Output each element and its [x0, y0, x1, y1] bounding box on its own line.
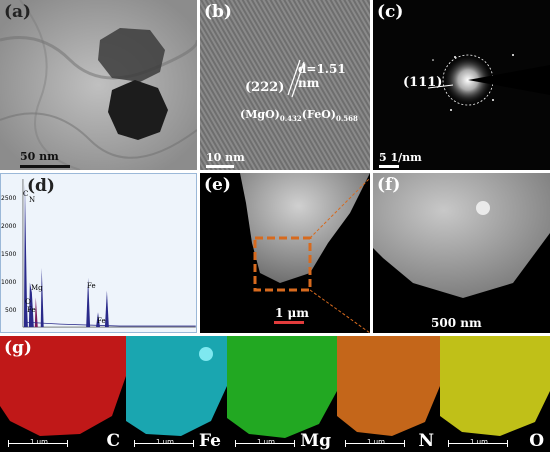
map-element-label: C — [106, 431, 120, 451]
formula-prefix: (MgO) — [240, 108, 280, 121]
tem-particles — [0, 0, 197, 170]
d-spacing-label: d=1.51 nm — [298, 62, 346, 90]
map-shape — [337, 336, 440, 436]
haadf-particle — [240, 173, 370, 333]
tick-label: 1000 — [1, 279, 17, 286]
map-shape — [126, 336, 227, 436]
map-element-label: O — [529, 431, 544, 451]
panel-c-scale-label: 5 1/nm — [379, 151, 422, 164]
tick-label: 2500 — [1, 195, 17, 202]
map-element-label: Fe — [199, 431, 221, 451]
panel-e-scale-bar — [274, 321, 304, 324]
panel-d-eds-spectrum: (d) 2500 2000 1500 1000 500 C N O Mg Fe … — [0, 173, 197, 333]
map-scale-label: 1 um — [257, 438, 275, 446]
panel-d-label: (d) — [27, 176, 55, 196]
eds-peaks — [22, 178, 196, 328]
panel-a-tem-image: (a) 50 nm — [0, 0, 197, 170]
panel-f-haadf-zoom: (f) 500 nm — [373, 173, 550, 333]
ring-label: (111) — [403, 75, 443, 90]
formula-sub2: 0.568 — [335, 114, 358, 124]
map-tile: 1 um O — [440, 336, 550, 452]
tick-label: 2000 — [1, 223, 17, 230]
panel-e-label: (e) — [204, 175, 231, 195]
map-tile: 1 um N — [337, 336, 440, 452]
map-region — [440, 336, 550, 436]
lattice-fringes — [200, 0, 370, 170]
diffraction-ring — [427, 54, 550, 111]
map-shape — [0, 336, 126, 436]
map-region — [0, 336, 126, 436]
map-region — [227, 336, 337, 438]
formula-label: (MgO)0.432(FeO)0.568 — [240, 108, 358, 123]
panel-a-scale-bar — [20, 165, 70, 168]
map-scale-bar — [8, 440, 68, 447]
map-element-label: Mg — [300, 431, 331, 451]
panel-b-label: (b) — [204, 2, 232, 22]
panel-e-scale-label: 1 μm — [275, 306, 310, 320]
formula-mid: (FeO) — [301, 108, 336, 121]
map-shape — [227, 336, 337, 438]
map-scale-label: 1 um — [30, 438, 48, 446]
map-scale-label: 1 um — [367, 438, 385, 446]
panel-b-scale-label: 10 nm — [206, 151, 245, 164]
map-scale-bar — [134, 440, 194, 447]
panel-c-saed-pattern: (c) (111) 5 1/nm — [373, 0, 550, 170]
map-scale-bar — [345, 440, 405, 447]
map-region — [126, 336, 227, 436]
map-element-label: N — [418, 431, 434, 451]
peak-label-fe2: Fe — [97, 317, 106, 325]
peak-label-o: O — [25, 298, 31, 306]
panel-f-label: (f) — [377, 175, 401, 195]
map-region — [337, 336, 440, 436]
map-scale-bar — [235, 440, 295, 447]
peak-label-fe-low: Fe — [27, 306, 36, 314]
map-tile: 1 um Mg — [227, 336, 337, 452]
map-scale-bar — [448, 440, 508, 447]
map-scale-label: 1 um — [470, 438, 488, 446]
panel-a-scale-label: 50 nm — [20, 150, 59, 163]
peak-label-c: C — [23, 190, 29, 198]
map-tile: (g) 1 um C — [0, 336, 126, 452]
haadf-zoom-particle — [373, 173, 550, 298]
tick-label: 500 — [5, 307, 17, 314]
map-tile: 1 um Fe — [126, 336, 227, 452]
panel-c-scale-bar — [379, 165, 399, 168]
formula-sub1: 0.432 — [279, 114, 302, 124]
panel-g-elemental-maps: (g) 1 um C 1 um Fe 1 um Mg 1 um N 1 um — [0, 336, 550, 452]
map-scale-label: 1 um — [156, 438, 174, 446]
peak-label-fe1: Fe — [87, 282, 96, 290]
map-shape — [440, 336, 550, 436]
panel-b-hrtem-image: (b) (222) d=1.51 nm (MgO)0.432(FeO)0.568… — [200, 0, 370, 170]
panel-a-label: (a) — [4, 2, 32, 22]
lattice-plane-label: (222) — [245, 80, 285, 95]
panel-b-scale-bar — [206, 165, 234, 168]
peak-label-mg: Mg — [31, 284, 43, 292]
panel-e-haadf-image: (e) 1 μm — [200, 173, 370, 333]
peak-label-n: N — [29, 196, 36, 204]
tick-label: 1500 — [1, 251, 17, 258]
panel-g-label: (g) — [4, 338, 32, 358]
panel-f-scale-label: 500 nm — [431, 316, 482, 330]
panel-c-label: (c) — [377, 2, 404, 22]
